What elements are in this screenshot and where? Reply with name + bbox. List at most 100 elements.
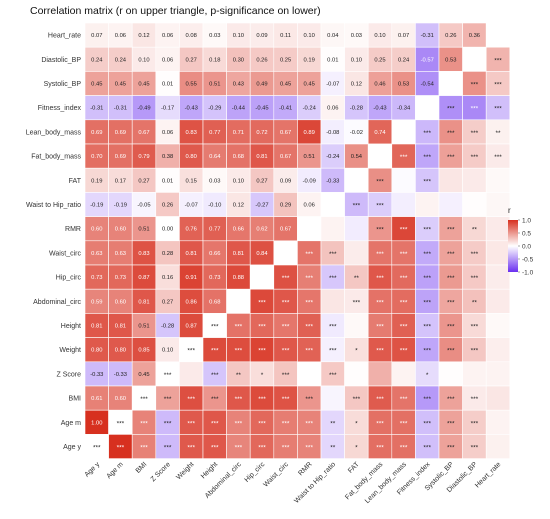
cell-significance-label: ***	[353, 203, 361, 210]
cell-significance-label: ***	[494, 57, 502, 64]
heatmap-cell	[344, 240, 369, 266]
heatmap-cell	[320, 216, 345, 242]
cell-significance-label: ***	[400, 324, 408, 331]
heatmap-cell	[462, 46, 487, 72]
heatmap-cell	[485, 167, 511, 193]
cell-significance-label: ***	[187, 348, 195, 355]
cell-r-value: 0.09	[280, 178, 291, 184]
cell-r-value: 0.49	[256, 82, 267, 88]
cell-significance-label: ***	[376, 396, 384, 403]
cell-significance-label: ***	[117, 420, 125, 427]
cell-significance-label: ***	[329, 251, 337, 258]
heatmap-cell	[297, 361, 322, 387]
cell-r-value: 0.06	[304, 203, 315, 209]
cell-r-value: 0.89	[304, 130, 315, 136]
cell-r-value: 0.54	[351, 154, 363, 160]
cell-r-value: 0.16	[162, 275, 173, 281]
row-label: Age m	[61, 420, 81, 427]
cell-significance-label: ***	[211, 396, 219, 403]
cell-significance-label: ***	[471, 348, 479, 355]
cell-significance-label: ***	[423, 445, 431, 452]
row-label: Fitness_index	[38, 105, 82, 112]
cell-r-value: 1.00	[91, 420, 102, 426]
cell-r-value: 0.45	[138, 372, 149, 378]
cell-significance-label: ***	[400, 251, 408, 258]
legend-tick-label: -0.5	[522, 257, 534, 264]
cell-r-value: 0.67	[138, 130, 149, 136]
cell-r-value: 0.64	[209, 154, 221, 160]
heatmap-cell	[438, 192, 463, 217]
cell-significance-label: ***	[376, 251, 384, 258]
heatmap-cell	[485, 22, 511, 48]
heatmap-cell	[367, 361, 393, 387]
cell-r-value: 0.72	[256, 130, 267, 136]
legend-color-bar	[508, 220, 518, 272]
cell-significance-label: *	[355, 420, 358, 427]
cell-significance-label: ***	[282, 396, 290, 403]
cell-r-value: -0.07	[185, 203, 198, 209]
cell-significance-label: ***	[187, 445, 195, 452]
heatmap-cell	[320, 192, 345, 217]
cell-r-value: 0.81	[256, 154, 267, 160]
cell-r-value: 0.51	[209, 82, 220, 88]
cell-r-value: 0.26	[162, 203, 173, 209]
cell-significance-label: ***	[423, 420, 431, 427]
cell-significance-label: ***	[447, 299, 455, 306]
cell-significance-label: ***	[376, 275, 384, 282]
legend-tick-label: 0.5	[522, 231, 531, 238]
heatmap-cell	[344, 313, 369, 338]
column-label: FAT	[347, 461, 361, 475]
cell-r-value: 0.27	[162, 299, 173, 305]
cell-r-value: -0.05	[137, 203, 150, 209]
cell-r-value: 0.10	[233, 33, 244, 39]
heatmap-cell	[391, 167, 416, 193]
cell-significance-label: ***	[305, 299, 313, 306]
cell-r-value: 0.81	[115, 324, 126, 330]
column-label: Hip_circ	[244, 461, 267, 484]
heatmap-cell	[320, 288, 345, 314]
cell-significance-label: ***	[471, 82, 479, 89]
cell-r-value: 0.81	[233, 251, 244, 257]
heatmap-cell	[462, 361, 487, 387]
heatmap-cell	[273, 240, 298, 266]
heatmap-cell	[438, 361, 463, 387]
heatmap-cell	[462, 192, 487, 217]
cell-r-value: 0.24	[115, 57, 127, 63]
cell-significance-label: ***	[211, 372, 219, 379]
cell-significance-label: ***	[376, 420, 384, 427]
cell-significance-label: ***	[447, 420, 455, 427]
cell-r-value: -0.31	[114, 106, 127, 112]
cell-r-value: 0.63	[115, 251, 126, 257]
cell-significance-label: ***	[211, 324, 219, 331]
column-label: Heart_rate	[474, 461, 502, 489]
cell-r-value: 0.79	[138, 154, 149, 160]
heatmap-cell	[485, 288, 511, 314]
cell-r-value: 0.29	[280, 203, 291, 209]
cell-significance-label: ***	[164, 420, 172, 427]
cell-r-value: 0.12	[351, 82, 362, 88]
cell-significance-label: ***	[282, 324, 290, 331]
cell-r-value: 0.69	[115, 154, 126, 160]
cell-r-value: -0.33	[326, 178, 339, 184]
heatmap-cell	[485, 434, 511, 459]
cell-r-value: -0.33	[90, 372, 103, 378]
cell-significance-label: ***	[423, 227, 431, 234]
heatmap-cell	[226, 288, 251, 314]
column-label: Lean_body_mass	[364, 461, 408, 505]
column-label: Waist to Hip_ratio	[293, 461, 337, 505]
cell-significance-label: ***	[400, 154, 408, 161]
cell-significance-label: ***	[164, 396, 172, 403]
cell-r-value: 0.01	[162, 178, 173, 184]
cell-r-value: 0.19	[304, 57, 315, 63]
cell-significance-label: ***	[305, 396, 313, 403]
cell-significance-label: ***	[258, 420, 266, 427]
cell-r-value: 0.77	[209, 227, 220, 233]
cell-r-value: -0.07	[326, 82, 339, 88]
cell-significance-label: ***	[235, 348, 243, 355]
legend-title: r	[508, 206, 511, 215]
column-label: BMI	[135, 461, 149, 475]
cell-r-value: 0.76	[186, 227, 197, 233]
heatmap-cell	[438, 167, 463, 193]
cell-r-value: 0.06	[162, 130, 173, 136]
cell-r-value: 0.91	[186, 275, 197, 281]
